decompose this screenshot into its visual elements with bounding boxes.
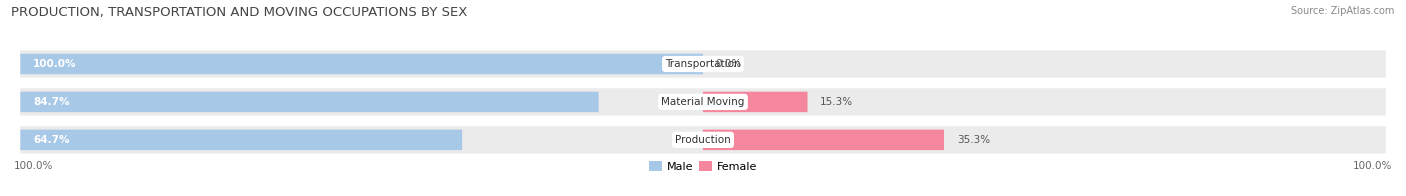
Text: Transportation: Transportation [665,59,741,69]
Text: Material Moving: Material Moving [661,97,745,107]
Text: 100.0%: 100.0% [1353,161,1392,171]
Text: 15.3%: 15.3% [820,97,853,107]
Text: 64.7%: 64.7% [34,135,70,145]
Text: PRODUCTION, TRANSPORTATION AND MOVING OCCUPATIONS BY SEX: PRODUCTION, TRANSPORTATION AND MOVING OC… [11,6,468,19]
FancyBboxPatch shape [703,130,943,150]
Text: Source: ZipAtlas.com: Source: ZipAtlas.com [1291,6,1395,16]
Text: Production: Production [675,135,731,145]
FancyBboxPatch shape [20,130,463,150]
FancyBboxPatch shape [20,50,1386,78]
Text: 0.0%: 0.0% [716,59,742,69]
Text: 100.0%: 100.0% [34,59,77,69]
Text: 100.0%: 100.0% [14,161,53,171]
Text: 84.7%: 84.7% [34,97,70,107]
Legend: Male, Female: Male, Female [644,157,762,176]
FancyBboxPatch shape [20,88,1386,116]
FancyBboxPatch shape [20,126,1386,153]
Text: 35.3%: 35.3% [956,135,990,145]
FancyBboxPatch shape [703,92,807,112]
FancyBboxPatch shape [20,54,703,74]
FancyBboxPatch shape [20,92,599,112]
